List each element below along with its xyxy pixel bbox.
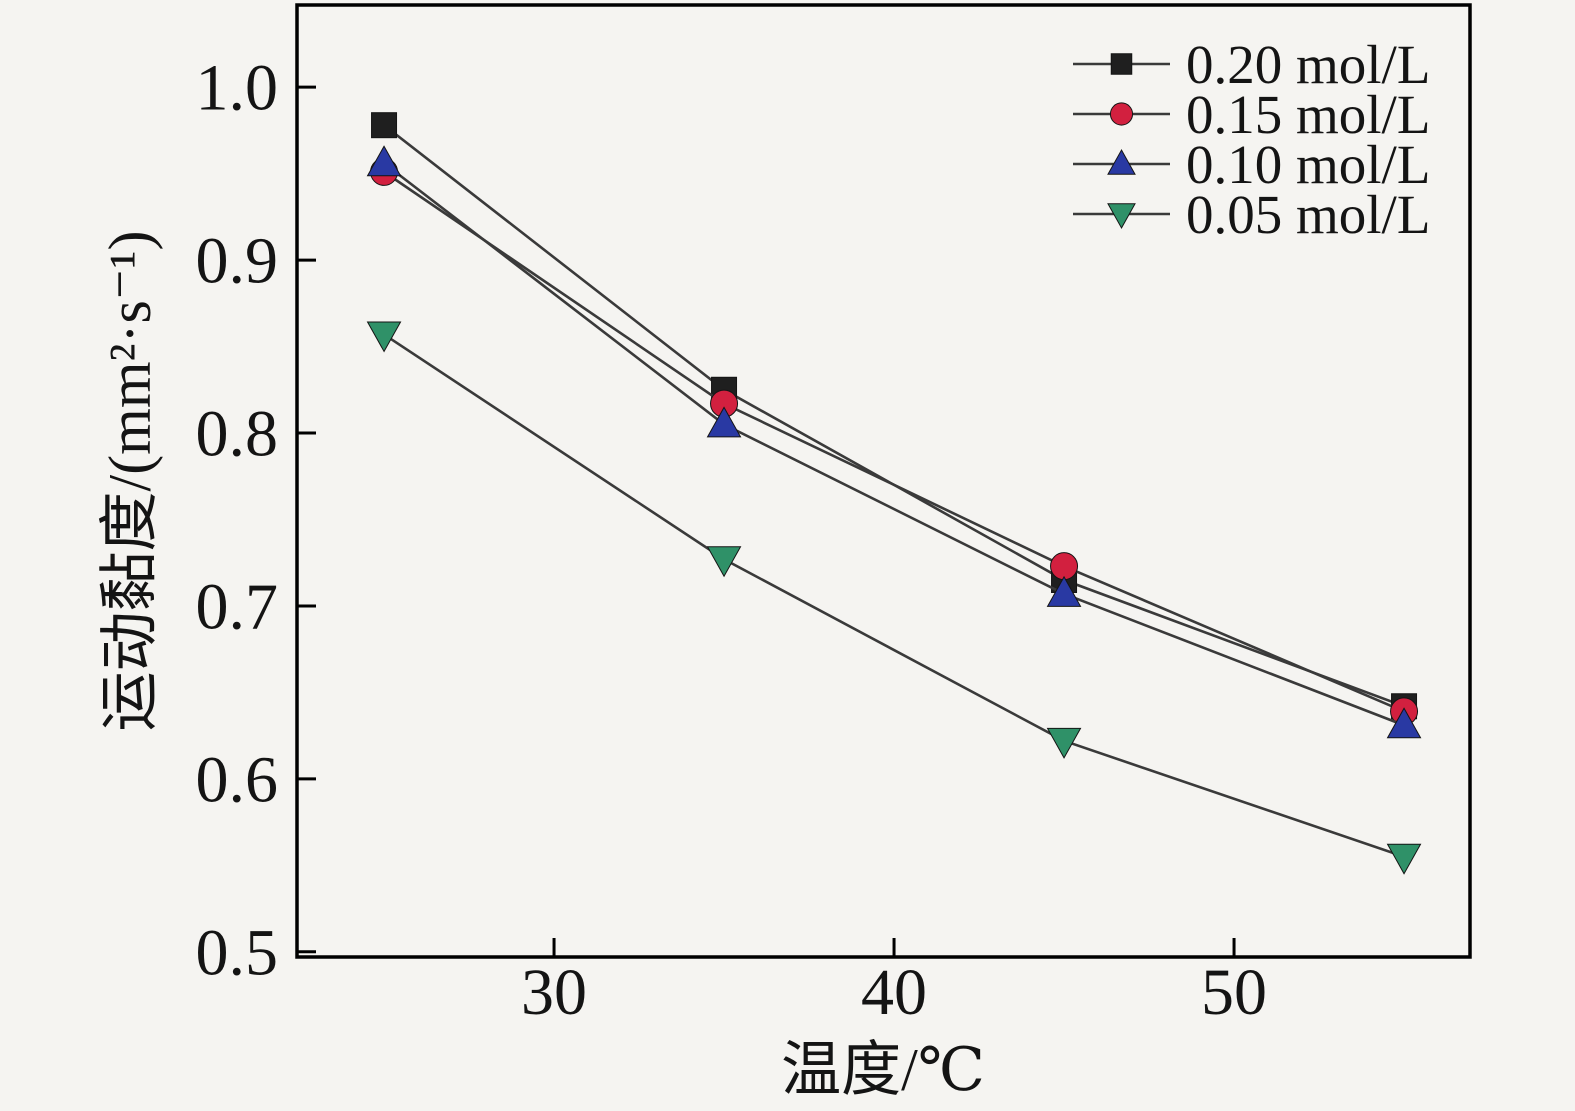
y-tick-label-0.6: 0.6 (196, 743, 279, 816)
x-tick-label-30: 30 (521, 956, 587, 1029)
marker-triangle-down-x45 (1046, 727, 1082, 759)
x-tick-label-40: 40 (861, 956, 927, 1029)
legend-label-2: 0.10 mol/L (1186, 134, 1430, 195)
marker-triangle-up-x45 (1046, 575, 1082, 607)
legend-label-0: 0.20 mol/L (1186, 34, 1430, 95)
marker-triangle-up-x55 (1386, 707, 1422, 739)
y-tick-label-0.5: 0.5 (196, 916, 279, 989)
y-axis-label: 运动黏度/(mm²·s⁻¹) (97, 231, 163, 732)
y-tick-label-1: 1.0 (196, 52, 279, 125)
marker-triangle-down-x35 (706, 546, 742, 578)
x-axis-label: 温度/℃ (781, 1037, 985, 1103)
legend-entry-0.15-mol-L: 0.15 mol/L (1073, 84, 1430, 145)
marker-triangle-down-x55 (1386, 843, 1422, 875)
legend: 0.20 mol/L0.15 mol/L0.10 mol/L0.05 mol/L (1073, 34, 1430, 245)
legend-label-3: 0.05 mol/L (1186, 184, 1430, 245)
marker-triangle-up-x25 (366, 145, 402, 177)
legend-label-1: 0.15 mol/L (1186, 84, 1430, 145)
legend-entry-0.10-mol-L: 0.10 mol/L (1073, 134, 1430, 195)
legend-marker-triangle-up (1107, 149, 1136, 175)
legend-entry-0.20-mol-L: 0.20 mol/L (1073, 34, 1430, 95)
plot-border (295, 3, 1472, 959)
legend-marker-triangle-down (1107, 203, 1136, 229)
marker-triangle-down-x25 (366, 321, 402, 353)
x-axis-ticks: 30 40 50 (521, 938, 1267, 1029)
series-0.10-mol-L (366, 145, 1422, 739)
series-0.05-mol-L (366, 321, 1422, 875)
series-layer (366, 112, 1422, 875)
y-tick-label-0.9: 0.9 (196, 225, 279, 298)
series-line-1 (383, 170, 1405, 713)
legend-marker-square (1110, 53, 1133, 75)
marker-triangle-up-x35 (706, 406, 742, 438)
series-line-3 (383, 333, 1405, 858)
legend-marker-circle (1109, 102, 1134, 126)
legend-entry-0.05-mol-L: 0.05 mol/L (1073, 184, 1430, 245)
y-axis-ticks: 0.5 0.6 0.7 0.8 0.9 1.0 (196, 52, 316, 989)
marker-circle-x45 (1050, 552, 1079, 581)
series-line-2 (383, 162, 1405, 727)
y-tick-label-0.8: 0.8 (196, 397, 279, 470)
y-tick-label-0.7: 0.7 (196, 570, 279, 643)
marker-square-x25 (371, 112, 398, 139)
x-tick-label-50: 50 (1201, 956, 1267, 1029)
